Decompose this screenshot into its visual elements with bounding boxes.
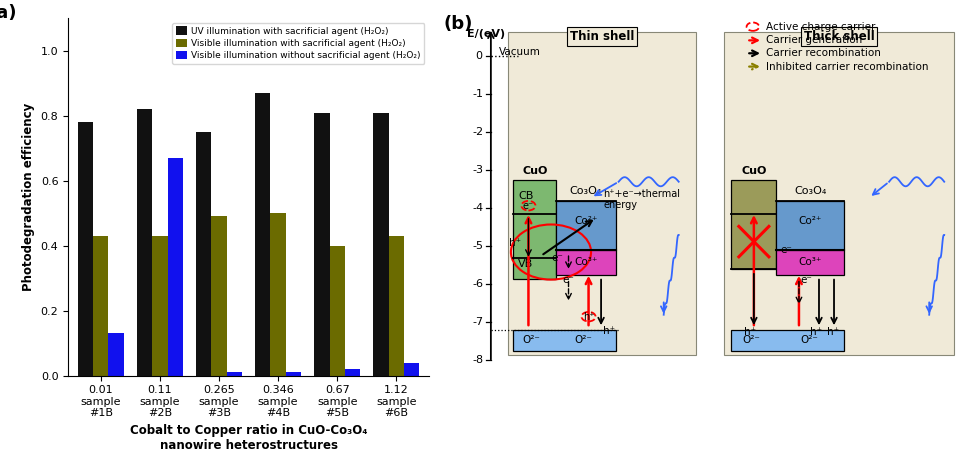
Bar [196, 132, 211, 376]
Bar [513, 180, 556, 278]
Text: -6: -6 [472, 279, 484, 289]
Text: -8: -8 [472, 355, 484, 365]
Text: -3: -3 [472, 165, 484, 175]
Text: Co³⁺: Co³⁺ [799, 257, 822, 267]
Text: O²⁻: O²⁻ [522, 335, 540, 345]
Text: Thin shell: Thin shell [570, 30, 634, 43]
Text: CB: CB [518, 191, 534, 201]
Text: Thick shell: Thick shell [804, 30, 875, 43]
Bar [404, 363, 420, 376]
Bar [508, 32, 696, 354]
Text: Co₃O₄: Co₃O₄ [794, 186, 826, 196]
Bar [513, 330, 617, 351]
Text: CuO: CuO [522, 166, 547, 176]
Bar [285, 372, 301, 376]
Text: Co²⁺: Co²⁺ [575, 216, 598, 226]
Text: h⁺+e⁻→thermal
energy: h⁺+e⁻→thermal energy [604, 189, 681, 210]
Text: O²⁻: O²⁻ [575, 335, 592, 345]
Bar [152, 236, 168, 376]
X-axis label: Cobalt to Copper ratio in CuO-Co₃O₄
nanowire heterostructures: Cobalt to Copper ratio in CuO-Co₃O₄ nano… [130, 424, 367, 452]
Bar [329, 245, 345, 376]
Text: e⁻: e⁻ [780, 245, 792, 255]
Text: Carrier recombination: Carrier recombination [767, 48, 881, 58]
Bar [168, 158, 183, 376]
Text: Co²⁺: Co²⁺ [799, 216, 822, 226]
Bar [731, 330, 844, 351]
Text: -7: -7 [472, 317, 484, 327]
Text: -2: -2 [472, 127, 484, 137]
Bar [271, 213, 285, 376]
Text: Vacuum: Vacuum [500, 47, 542, 57]
Text: e⁻: e⁻ [551, 253, 563, 263]
Text: h⁺: h⁺ [827, 327, 839, 337]
Text: -4: -4 [472, 203, 484, 213]
Bar [556, 201, 617, 250]
Text: -5: -5 [472, 241, 484, 251]
Y-axis label: Photodegradation efficiency: Photodegradation efficiency [22, 103, 35, 291]
Text: -1: -1 [472, 89, 484, 99]
Bar [315, 113, 329, 376]
Bar [556, 250, 617, 275]
Text: Active charge carrier: Active charge carrier [767, 22, 876, 32]
Text: h⁺: h⁺ [582, 311, 594, 322]
Text: Co₃O₄: Co₃O₄ [570, 186, 602, 196]
Bar [389, 236, 404, 376]
Bar [78, 122, 93, 376]
Text: CuO: CuO [741, 166, 767, 176]
Text: VB: VB [518, 259, 534, 269]
Legend: UV illumination with sacrificial agent (H₂O₂), Visible illumination with sacrifi: UV illumination with sacrificial agent (… [172, 23, 425, 64]
Bar [211, 217, 227, 376]
Text: (b): (b) [443, 15, 472, 33]
Text: h⁺: h⁺ [744, 327, 756, 337]
Text: Inhibited carrier recombination: Inhibited carrier recombination [767, 61, 929, 71]
Text: 0: 0 [475, 51, 482, 61]
Bar [108, 333, 124, 376]
Text: h⁺: h⁺ [603, 326, 615, 336]
Bar [255, 93, 271, 376]
Bar [136, 109, 152, 376]
Text: e⁻: e⁻ [800, 275, 811, 285]
Text: E/(eV): E/(eV) [468, 29, 506, 39]
Text: Carrier generation: Carrier generation [767, 35, 863, 45]
Text: (a): (a) [0, 4, 18, 22]
Text: h⁺: h⁺ [810, 327, 822, 337]
Bar [93, 236, 108, 376]
Bar [731, 180, 776, 269]
Text: O²⁻: O²⁻ [742, 335, 761, 345]
Bar [373, 113, 389, 376]
Text: e⁻: e⁻ [563, 275, 575, 285]
Text: h⁺: h⁺ [508, 238, 521, 248]
Bar [345, 369, 360, 376]
Text: e⁻: e⁻ [523, 201, 534, 211]
Text: O²⁻: O²⁻ [800, 335, 818, 345]
Text: Co³⁺: Co³⁺ [575, 257, 598, 267]
Bar [724, 32, 955, 354]
Bar [776, 201, 844, 250]
Bar [227, 372, 242, 376]
Bar [776, 250, 844, 275]
